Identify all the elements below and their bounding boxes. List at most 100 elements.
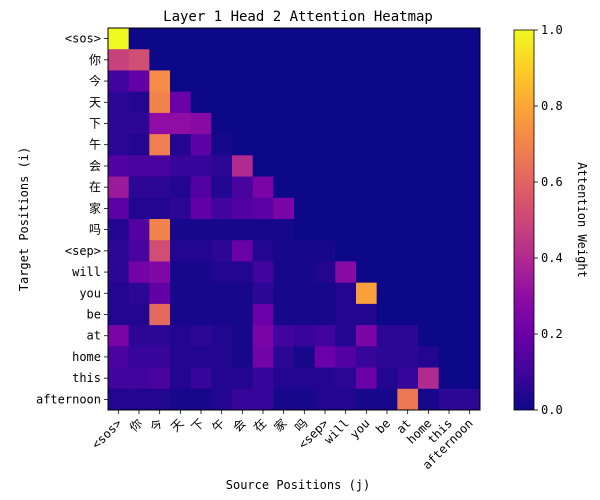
heatmap-cell xyxy=(376,388,398,411)
heatmap-cell xyxy=(397,346,419,368)
heatmap-cell xyxy=(149,91,171,114)
heatmap-cell xyxy=(252,303,274,326)
heatmap-cell xyxy=(170,134,192,156)
heatmap-cell xyxy=(211,70,233,93)
heatmap-cell xyxy=(211,112,233,135)
heatmap-cell xyxy=(335,303,357,326)
x-tick-label: 在 xyxy=(251,416,269,434)
heatmap-cell xyxy=(190,367,212,390)
y-tick-label: afternoon xyxy=(36,392,101,406)
x-axis-ticks: <sos> 你今天下午会在家吗<sep>willyou be athomethisaf… xyxy=(89,410,476,472)
heatmap-cell xyxy=(376,49,398,71)
heatmap-cell xyxy=(459,91,481,114)
heatmap-cell xyxy=(335,197,357,220)
heatmap-cell xyxy=(149,346,171,368)
heatmap-cell xyxy=(356,367,378,390)
heatmap-cell xyxy=(459,197,481,220)
heatmap-cell xyxy=(459,28,481,50)
heatmap-cell xyxy=(397,155,419,177)
heatmap-cell xyxy=(314,70,336,93)
heatmap-cell xyxy=(273,176,295,199)
heatmap-cell xyxy=(232,219,254,241)
heatmap-cell xyxy=(170,70,192,93)
heatmap-cell xyxy=(149,325,171,347)
heatmap-cell xyxy=(149,70,171,93)
heatmap-cell xyxy=(170,176,192,199)
heatmap-cell xyxy=(108,282,130,305)
colorbar-tick-label: 0.4 xyxy=(541,251,563,265)
heatmap-cell xyxy=(418,176,440,199)
heatmap-cell xyxy=(418,155,440,177)
heatmap-cell xyxy=(252,112,274,135)
y-tick-label: 家 xyxy=(89,200,101,215)
y-tick-label: you xyxy=(79,286,101,300)
heatmap-cell xyxy=(438,367,460,390)
heatmap-cell xyxy=(294,112,316,135)
colorbar-tick-label: 0.6 xyxy=(541,175,563,189)
heatmap-cell xyxy=(211,346,233,368)
heatmap-cell xyxy=(170,155,192,177)
heatmap-cell xyxy=(232,70,254,93)
heatmap-cell xyxy=(397,325,419,347)
heatmap-cell xyxy=(149,197,171,220)
heatmap-cell xyxy=(190,28,212,50)
heatmap-cell xyxy=(356,346,378,368)
heatmap-cell xyxy=(294,219,316,241)
heatmap-cell xyxy=(314,91,336,114)
heatmap-cell xyxy=(273,134,295,156)
heatmap-cell xyxy=(397,28,419,50)
heatmap-cell xyxy=(356,49,378,71)
chart-title: Layer 1 Head 2 Attention Heatmap xyxy=(163,9,433,25)
heatmap-cell xyxy=(397,112,419,135)
heatmap-cell xyxy=(108,240,130,262)
heatmap-cell xyxy=(252,261,274,284)
heatmap-cell xyxy=(128,49,150,71)
x-tick-label: 下 xyxy=(189,416,207,434)
heatmap-cell xyxy=(190,197,212,220)
heatmap-cell xyxy=(211,28,233,50)
heatmap-cell xyxy=(273,346,295,368)
heatmap-cell xyxy=(459,325,481,347)
y-axis-label: Target Positions (i) xyxy=(17,147,31,292)
heatmap-cell xyxy=(128,155,150,177)
heatmap-cell xyxy=(108,91,130,114)
heatmap-cell xyxy=(128,240,150,262)
heatmap-cell xyxy=(397,388,419,411)
heatmap-cell xyxy=(190,303,212,326)
heatmap-cell xyxy=(273,197,295,220)
heatmap-cell xyxy=(397,197,419,220)
heatmap-cell xyxy=(211,282,233,305)
heatmap-cell xyxy=(170,219,192,241)
heatmap-cell xyxy=(273,219,295,241)
heatmap-cell xyxy=(128,367,150,390)
colorbar-label: Attention Weight xyxy=(575,162,589,278)
heatmap-cell xyxy=(128,197,150,220)
heatmap-cell xyxy=(211,176,233,199)
y-tick-label: 会 xyxy=(89,159,101,173)
heatmap-cell xyxy=(335,325,357,347)
heatmap-cell xyxy=(252,346,274,368)
heatmap-cell xyxy=(211,240,233,262)
heatmap-cell xyxy=(149,388,171,411)
heatmap-cell xyxy=(232,155,254,177)
heatmap-cell xyxy=(232,367,254,390)
heatmap-cell xyxy=(211,49,233,71)
heatmap-cell xyxy=(211,388,233,411)
heatmap-cell xyxy=(211,261,233,284)
heatmap-cell xyxy=(149,367,171,390)
heatmap-cell xyxy=(273,261,295,284)
heatmap-cell xyxy=(459,240,481,262)
heatmap-cell xyxy=(211,367,233,390)
heatmap-cell xyxy=(294,388,316,411)
heatmap-cell xyxy=(335,176,357,199)
heatmap-cell xyxy=(211,134,233,156)
heatmap-cell xyxy=(314,282,336,305)
heatmap-cell xyxy=(376,134,398,156)
heatmap-cell xyxy=(149,240,171,262)
heatmap-cell xyxy=(128,388,150,411)
heatmap-cell xyxy=(149,49,171,71)
heatmap-cell xyxy=(190,176,212,199)
y-tick-label: 今 xyxy=(89,73,101,88)
heatmap-cell xyxy=(314,112,336,135)
